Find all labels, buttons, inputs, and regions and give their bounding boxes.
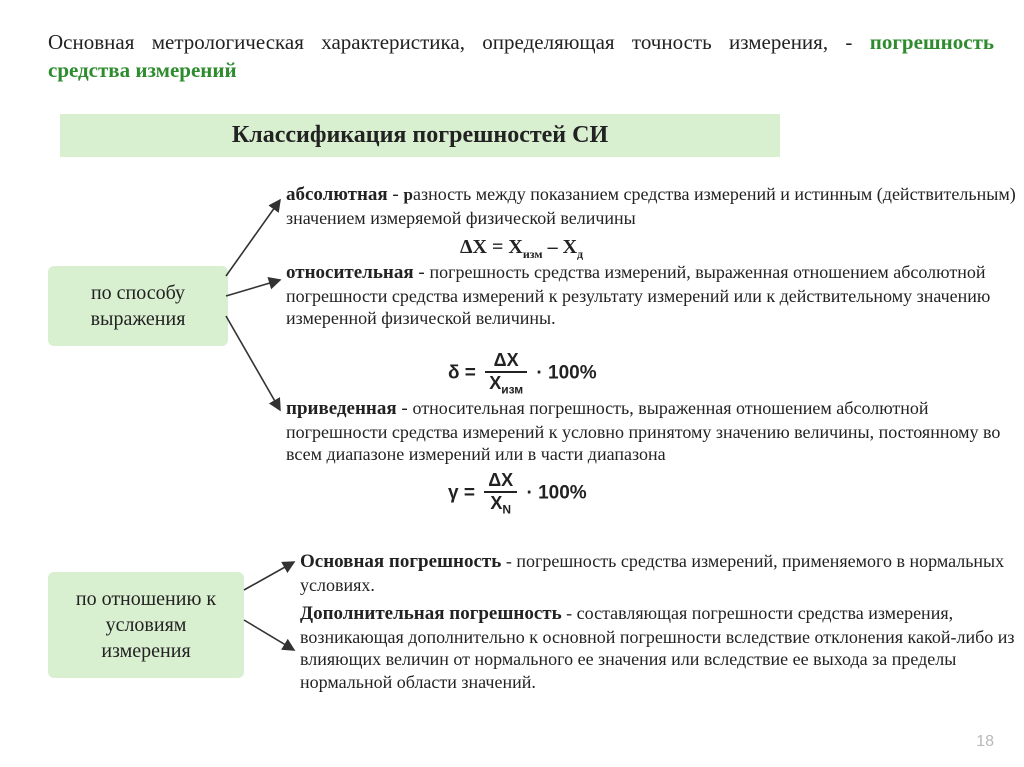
page-number: 18 — [976, 733, 994, 751]
term-main-error: Основная погрешность — [300, 551, 501, 572]
formula-reduced: γ = ΔXXN · 100% — [448, 470, 587, 517]
term-absolute: абсолютная — [286, 184, 388, 205]
category-conditions: по отношению к условиям измерения — [48, 572, 244, 678]
definition-main-error: Основная погрешность - погрешность средс… — [300, 550, 1020, 596]
term-relative: относительная — [286, 262, 414, 283]
definition-absolute: абсолютная - разность между показанием с… — [286, 183, 1022, 229]
term-reduced: приведенная — [286, 398, 397, 419]
section-title-banner: Классификация погрешностей СИ — [60, 114, 780, 157]
fraction-relative: ΔXXизм — [485, 350, 527, 397]
intro-prefix: Основная метрологическая характеристика,… — [48, 30, 870, 54]
formula-absolute: ΔX = Xизм – Xд — [460, 236, 583, 262]
fraction-reduced: ΔXXN — [484, 470, 517, 517]
intro-text: Основная метрологическая характеристика,… — [48, 28, 994, 85]
definition-relative: относительная - погрешность средства изм… — [286, 261, 1022, 330]
term-additional-error: Дополнительная погрешность — [300, 603, 562, 624]
definition-additional-error: Дополнительная погрешность - составляюща… — [300, 602, 1020, 693]
category-expression: по способу выражения — [48, 266, 228, 346]
formula-relative: δ = ΔXXизм · 100% — [448, 350, 597, 397]
definition-reduced: приведенная - относительная погрешность,… — [286, 397, 1024, 466]
